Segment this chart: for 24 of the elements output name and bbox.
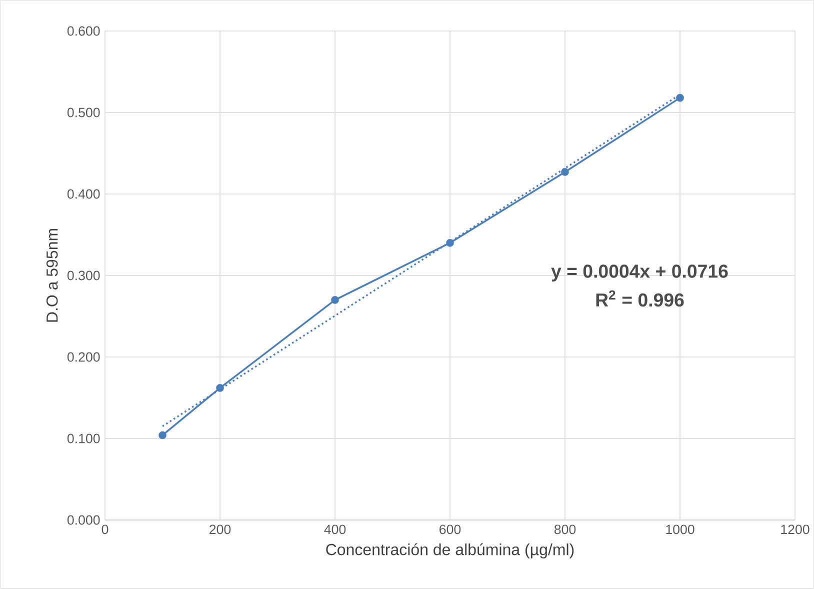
- annotation: y = 0.0004x + 0.0716: [551, 264, 728, 282]
- point: [676, 94, 684, 102]
- text: R$^{2}$ = 0.996: [596, 290, 684, 307]
- y-tick-label: 0.500: [67, 108, 100, 118]
- point: [158, 431, 166, 440]
- x-tick-label: 400: [324, 524, 346, 534]
- x-tick-label: 800: [554, 524, 576, 534]
- point: [331, 296, 339, 304]
- x-tick-label: 600: [440, 524, 461, 534]
- x-tick-label: 1000: [666, 524, 694, 534]
- y-tick-label: 0.600: [67, 26, 100, 36]
- y-axis-title: D.O a 595nm: [46, 228, 58, 322]
- y-tick-label: 0.300: [67, 270, 100, 280]
- point: [561, 168, 569, 176]
- x-tick-label: 200: [210, 524, 231, 534]
- x-tick-label: 1200: [781, 524, 810, 534]
- x-axis-title: Concentración de albúmina (µg/ml): [326, 543, 574, 558]
- x-tick-label: 0: [102, 524, 108, 534]
- y-tick-label: 0.000: [67, 515, 100, 525]
- point: [446, 238, 454, 247]
- y-tick-label: 0.200: [67, 352, 100, 362]
- point: [216, 384, 224, 392]
- y-tick-label: 0.100: [67, 434, 100, 444]
- y-tick-label: 0.400: [67, 189, 100, 199]
